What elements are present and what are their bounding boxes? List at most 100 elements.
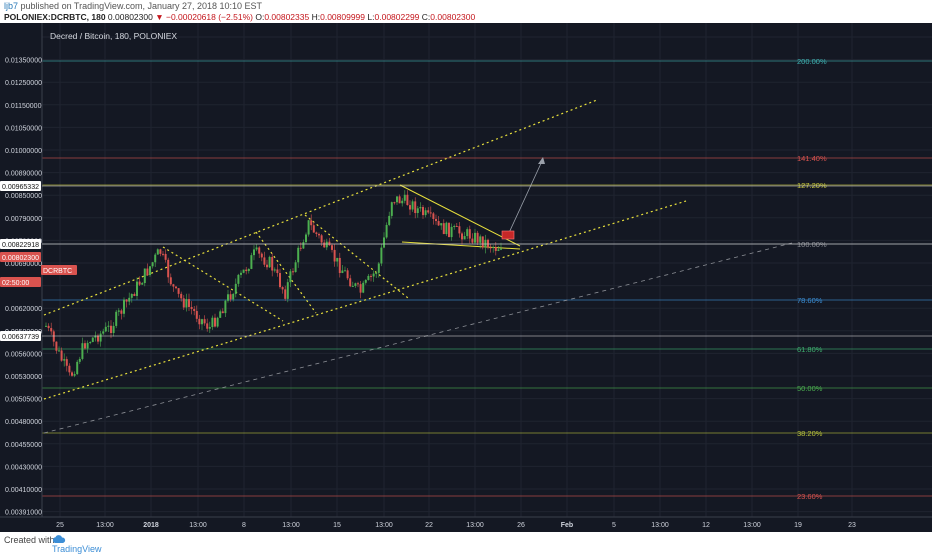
y-tick-label: 0.01000000 xyxy=(5,148,42,155)
candle-body xyxy=(172,284,175,287)
candle-body xyxy=(349,278,352,287)
candle-body xyxy=(97,335,99,342)
candle-body xyxy=(489,247,492,249)
candle-body xyxy=(276,269,279,274)
candle-body xyxy=(211,317,214,328)
candle-body xyxy=(52,331,55,342)
fib-level-label: 200.00% xyxy=(797,57,827,66)
author-link[interactable]: ljb7 xyxy=(4,1,19,11)
breakout-marker xyxy=(501,230,515,240)
candle-body xyxy=(193,309,196,312)
candle-body xyxy=(351,285,354,287)
x-tick-label: 13:00 xyxy=(282,522,300,529)
candle-body xyxy=(125,299,128,302)
price-badge-label: 0.00965332 xyxy=(2,184,39,191)
ohlc-c-label: C: xyxy=(421,12,431,22)
candle-body xyxy=(419,207,422,209)
candle-body xyxy=(341,270,344,273)
candle-body xyxy=(65,359,68,366)
candle-body xyxy=(479,236,482,243)
chart-area[interactable]: Decred / Bitcoin, 180, POLONIEX 200.00% 1… xyxy=(0,23,932,532)
candle-body xyxy=(273,269,276,271)
candle-body xyxy=(260,253,263,258)
candle-body xyxy=(110,325,112,334)
price-chart[interactable]: Decred / Bitcoin, 180, POLONIEX 200.00% 1… xyxy=(0,23,932,532)
candle-body xyxy=(284,289,287,299)
candle-body xyxy=(136,281,138,296)
candle-body xyxy=(258,247,261,254)
ohlc-o-label: O: xyxy=(255,12,265,22)
candle-body xyxy=(107,325,110,327)
target-arrow-line xyxy=(507,158,544,236)
x-tick-label: 13:00 xyxy=(375,522,393,529)
candle-body xyxy=(310,220,313,226)
candle-body xyxy=(169,277,172,285)
price-badge xyxy=(41,265,77,275)
candle-body xyxy=(255,247,258,250)
candle-body xyxy=(445,222,448,235)
wedge-lower-line xyxy=(401,241,521,250)
x-tick-label: 12 xyxy=(702,522,710,529)
x-tick-label: 19 xyxy=(794,522,802,529)
candle-body xyxy=(234,283,237,294)
candle-body xyxy=(398,196,401,204)
candle-body xyxy=(279,273,281,288)
price-badge xyxy=(0,239,41,249)
candle-body xyxy=(76,361,79,375)
candle-body xyxy=(385,224,388,238)
candle-body xyxy=(115,311,118,326)
candle-body xyxy=(286,282,289,299)
last-price: 0.00802300 xyxy=(107,12,153,22)
y-tick-label: 0.00480000 xyxy=(5,419,42,426)
price-badge xyxy=(0,181,41,191)
candle-body xyxy=(162,253,164,255)
candle-body xyxy=(458,226,461,234)
y-tick-label: 0.00890000 xyxy=(5,171,42,178)
candle-body xyxy=(253,249,255,256)
candle-body xyxy=(375,272,378,274)
created-with-text: Created with xyxy=(4,535,55,545)
x-axis-panel xyxy=(0,517,932,532)
x-tick-label: 13:00 xyxy=(651,522,669,529)
candle-body xyxy=(312,225,315,233)
candle-body xyxy=(414,201,417,214)
candle-body xyxy=(104,326,107,332)
candle-body xyxy=(164,253,167,260)
cloud-icon xyxy=(52,535,66,543)
candle-body xyxy=(89,342,92,344)
downtrend-line-3 xyxy=(304,214,409,299)
x-tick-label: 13:00 xyxy=(743,522,761,529)
y-tick-label: 0.01150000 xyxy=(5,103,42,110)
price-badge-label: 0.00802300 xyxy=(2,255,39,262)
candle-body xyxy=(216,317,219,327)
tradingview-logo-link[interactable]: TradingView xyxy=(52,535,102,554)
candle-body xyxy=(182,298,185,308)
tradingview-brand: TradingView xyxy=(52,544,102,554)
candle-body xyxy=(344,270,346,272)
candle-body xyxy=(367,275,370,280)
x-tick-label: Feb xyxy=(561,522,573,529)
candle-body xyxy=(60,350,63,361)
candle-body xyxy=(471,238,474,243)
x-tick-label: 13:00 xyxy=(466,522,484,529)
candle-body xyxy=(86,342,89,349)
candle-body xyxy=(370,275,372,277)
downtrend-line-1 xyxy=(162,246,284,322)
candle-body xyxy=(484,239,487,248)
candle-body xyxy=(58,350,60,352)
candle-body xyxy=(487,239,489,248)
x-tick-label: 22 xyxy=(425,522,433,529)
candle-body xyxy=(81,343,84,359)
candle-body xyxy=(476,232,479,243)
wedge-upper-line xyxy=(399,184,521,247)
candle-body xyxy=(237,274,240,284)
candle-body xyxy=(268,256,271,268)
x-tick-label: 23 xyxy=(848,522,856,529)
price-badge xyxy=(0,277,41,287)
candle-body xyxy=(133,293,136,296)
candle-body xyxy=(357,283,359,285)
candle-body xyxy=(318,233,320,236)
candle-body xyxy=(411,201,414,210)
candle-body xyxy=(416,208,419,214)
candle-body xyxy=(247,268,250,272)
